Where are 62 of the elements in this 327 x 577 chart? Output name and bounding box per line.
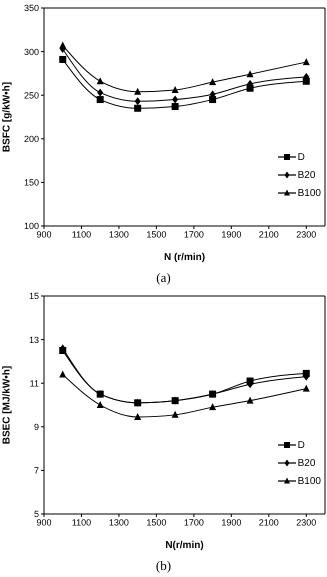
- x-tick-label: 1700: [184, 229, 204, 240]
- x-axis-title: N (r/min): [164, 252, 206, 263]
- point: [172, 103, 179, 110]
- y-tick-label: 5: [34, 509, 39, 520]
- x-tick-label: 1300: [108, 229, 129, 240]
- x-tick-label: 1300: [108, 517, 129, 528]
- point: [134, 104, 142, 112]
- point: [246, 396, 254, 404]
- point: [59, 41, 66, 48]
- point: [209, 78, 216, 86]
- y-axis-title: BSEC [MJ/kW•h]: [2, 366, 13, 444]
- point: [302, 58, 310, 66]
- text: (b): [154, 558, 172, 574]
- point: [59, 370, 66, 378]
- y-tick-label: 300: [24, 46, 39, 57]
- legend-label: D: [298, 152, 305, 162]
- y-tick-label: 100: [24, 221, 39, 232]
- text: (a): [155, 270, 172, 286]
- x-axis-title: N(r/min): [165, 540, 204, 551]
- x-tick-label: 1900: [221, 229, 242, 240]
- y-tick-label: 15: [28, 291, 39, 302]
- point: [172, 96, 178, 104]
- x-tick-label: 1500: [146, 517, 166, 528]
- legend-label: B20: [298, 458, 316, 468]
- point: [97, 88, 104, 97]
- y-tick-label: 150: [24, 178, 39, 188]
- x-tick-label: 900: [36, 229, 52, 240]
- point: [209, 96, 216, 104]
- point: [172, 410, 179, 418]
- x-tick-label: 2300: [296, 517, 316, 528]
- y-tick-label: 250: [24, 90, 39, 100]
- point: [134, 97, 141, 106]
- point: [96, 401, 104, 408]
- y-tick-label: 9: [34, 422, 39, 432]
- y-tick-label: 350: [24, 3, 39, 14]
- x-tick-label: 1700: [184, 517, 204, 528]
- legend-label: B100: [298, 476, 321, 486]
- legend-label: B20: [298, 170, 316, 180]
- legend-label: B100: [298, 188, 321, 198]
- point: [172, 86, 179, 93]
- legend-label: D: [298, 440, 305, 450]
- point: [134, 88, 142, 95]
- y-tick-label: 13: [28, 334, 39, 345]
- y-tick-label: 200: [24, 134, 39, 144]
- y-tick-label: 11: [30, 378, 39, 388]
- x-tick-label: 900: [36, 517, 52, 528]
- point: [96, 96, 104, 104]
- x-tick-label: 1500: [146, 229, 166, 240]
- x-tick-label: 2300: [296, 229, 316, 240]
- point: [302, 384, 310, 392]
- x-tick-label: 2100: [258, 229, 279, 240]
- point: [134, 412, 142, 420]
- y-axis-title: BSFC [g/kW•h]: [2, 82, 13, 152]
- x-tick-label: 2100: [258, 517, 279, 528]
- point: [209, 403, 216, 410]
- point: [96, 77, 104, 84]
- y-tick-label: 7: [34, 466, 39, 476]
- x-tick-label: 1100: [72, 517, 92, 528]
- point: [59, 56, 66, 63]
- point: [246, 70, 254, 78]
- x-tick-label: 1100: [72, 229, 92, 240]
- x-tick-label: 1900: [221, 517, 242, 528]
